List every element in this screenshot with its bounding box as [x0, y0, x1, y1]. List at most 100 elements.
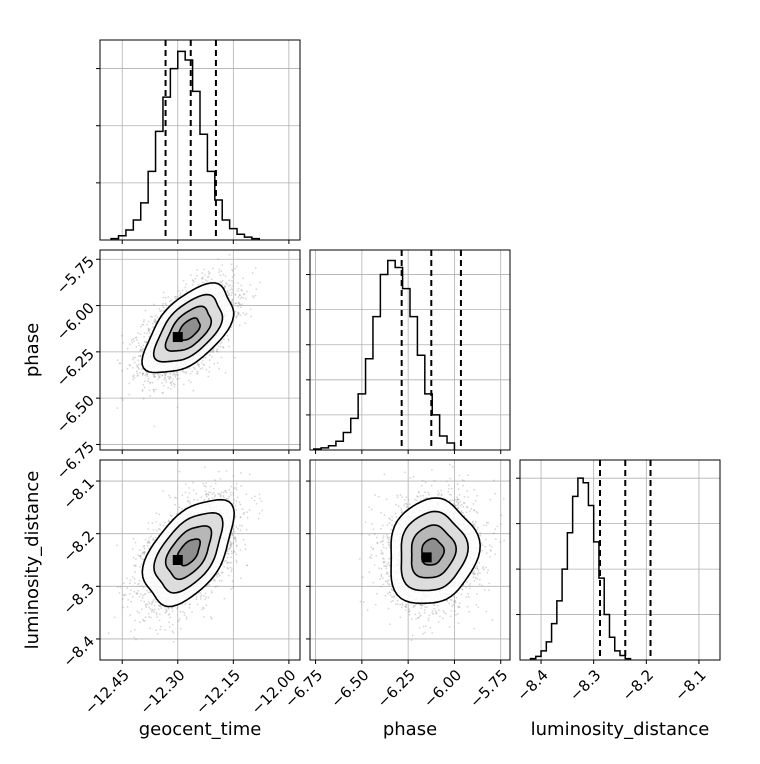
sample-point [162, 392, 164, 394]
sample-point [238, 296, 240, 298]
sample-point [179, 618, 181, 620]
sample-point [187, 497, 189, 499]
sample-point [138, 612, 140, 614]
sample-point [136, 337, 138, 339]
sample-point [239, 294, 241, 296]
sample-point [159, 613, 161, 615]
sample-point [226, 283, 228, 285]
sample-point [163, 525, 165, 527]
sample-point [145, 616, 147, 618]
sample-point [231, 533, 233, 535]
sample-point [153, 611, 155, 613]
sample-point [163, 292, 165, 294]
sample-point [223, 492, 225, 494]
sample-point [155, 521, 157, 523]
sample-point [121, 370, 123, 372]
sample-point [230, 284, 232, 286]
sample-point [158, 375, 160, 377]
sample-point [130, 601, 132, 603]
sample-point [177, 407, 179, 409]
sample-point [226, 291, 228, 293]
sample-point [153, 389, 155, 391]
sample-point [161, 382, 163, 384]
sample-point [220, 282, 222, 284]
sample-point [134, 578, 136, 580]
sample-point [148, 330, 150, 332]
sample-point [179, 506, 181, 508]
sample-point [229, 547, 231, 549]
sample-point [155, 315, 157, 317]
sample-point [243, 312, 245, 314]
sample-point [201, 362, 203, 364]
sample-point [176, 371, 178, 373]
sample-point [154, 605, 156, 607]
sample-point [218, 368, 220, 370]
sample-point [211, 592, 213, 594]
sample-point [221, 341, 223, 343]
sample-point [181, 508, 183, 510]
sample-point [167, 296, 169, 298]
sample-point [133, 357, 135, 359]
sample-point [157, 378, 159, 380]
sample-point [216, 350, 218, 352]
sample-point [197, 364, 199, 366]
sample-point [220, 343, 222, 345]
sample-point [134, 362, 136, 364]
sample-point [228, 575, 230, 577]
sample-point [220, 270, 222, 272]
sample-point [204, 499, 206, 501]
sample-point [137, 332, 139, 334]
sample-point [217, 259, 219, 261]
sample-point [138, 342, 140, 344]
sample-point [135, 639, 137, 641]
sample-point [225, 560, 227, 562]
sample-point [180, 292, 182, 294]
sample-point [246, 529, 248, 531]
sample-point [155, 389, 157, 391]
sample-point [156, 612, 158, 614]
sample-point [226, 498, 228, 500]
sample-point [237, 282, 239, 284]
sample-point [142, 619, 144, 621]
sample-point [163, 385, 165, 387]
sample-point [184, 612, 186, 614]
sample-point [143, 319, 145, 321]
sample-point [232, 587, 234, 589]
sample-point [226, 470, 228, 472]
sample-point [250, 308, 252, 310]
sample-point [132, 379, 134, 381]
sample-point [231, 301, 233, 303]
sample-point [139, 345, 141, 347]
sample-point [252, 272, 254, 274]
sample-point [189, 604, 191, 606]
sample-point [149, 395, 151, 397]
sample-point [217, 572, 219, 574]
sample-point [189, 607, 191, 609]
sample-point [184, 603, 186, 605]
sample-point [185, 483, 187, 485]
sample-point [149, 390, 151, 392]
sample-point [191, 370, 193, 372]
sample-point [244, 544, 246, 546]
sample-point [165, 302, 167, 304]
sample-point [209, 359, 211, 361]
sample-point [212, 268, 214, 270]
sample-point [233, 487, 235, 489]
hist-frame-phase [310, 250, 510, 450]
sample-point [235, 509, 237, 511]
sample-point [153, 599, 155, 601]
sample-point [203, 364, 205, 366]
sample-point [131, 342, 133, 344]
sample-point [239, 298, 241, 300]
sample-point [193, 390, 195, 392]
sample-point [189, 503, 191, 505]
sample-point [201, 609, 203, 611]
sample-point [189, 501, 191, 503]
sample-point [231, 550, 233, 552]
sample-point [191, 611, 193, 613]
sample-point [239, 501, 241, 503]
sample-point [229, 254, 231, 256]
sample-point [211, 618, 213, 620]
sample-point [228, 496, 230, 498]
sample-point [202, 282, 204, 284]
